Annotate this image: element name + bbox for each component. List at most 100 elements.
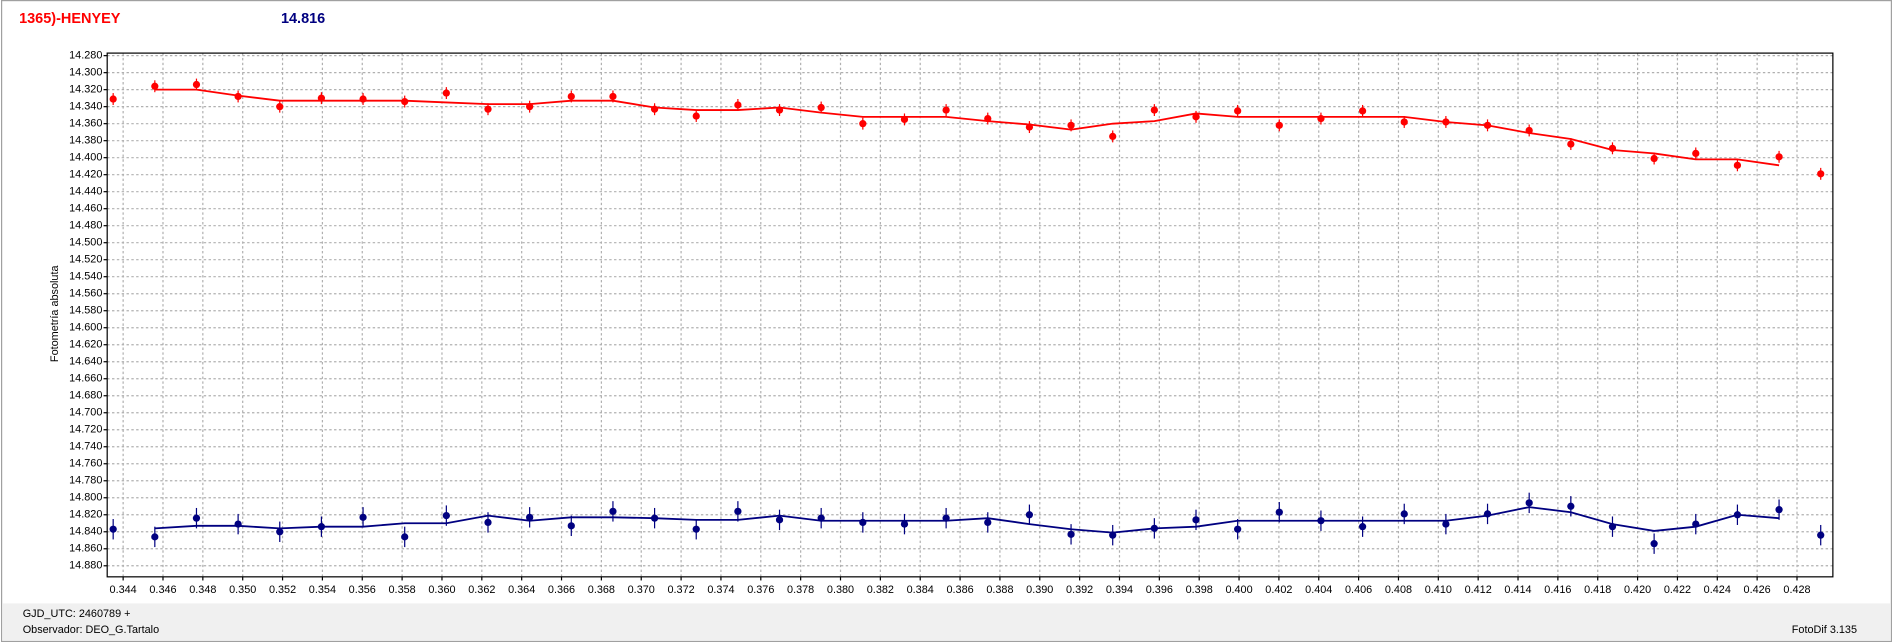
x-tick-label: 0.392 [1066, 584, 1093, 596]
y-tick-label: 14.560 [69, 288, 102, 300]
x-tick-label: 0.344 [110, 584, 137, 596]
data-point [775, 516, 784, 524]
y-tick-label: 14.880 [69, 560, 102, 572]
y-tick-label: 14.620 [69, 339, 102, 351]
data-point [192, 514, 201, 522]
x-tick-label: 0.398 [1186, 584, 1213, 596]
y-tick-label: 14.440 [69, 186, 102, 198]
data-point [276, 103, 284, 111]
data-point [1608, 523, 1617, 531]
data-point [1483, 121, 1492, 129]
data-point [1442, 520, 1450, 528]
data-point [984, 114, 992, 123]
status-bar [2, 603, 1891, 641]
data-point [734, 101, 742, 109]
data-point [109, 95, 117, 103]
x-tick-label: 0.426 [1744, 584, 1771, 596]
data-point [1650, 540, 1658, 548]
data-point [1109, 531, 1117, 539]
data-point [151, 533, 159, 541]
y-tick-label: 14.380 [69, 135, 102, 147]
x-tick-label: 0.356 [349, 584, 376, 596]
data-point [609, 507, 617, 515]
x-tick-label: 0.364 [508, 584, 535, 596]
x-tick-label: 0.376 [747, 584, 774, 596]
data-point [1067, 530, 1075, 538]
chart-subtitle: 14.816 [281, 11, 325, 27]
x-tick-label: 0.390 [1026, 584, 1053, 596]
data-point [1275, 508, 1283, 516]
x-tick-label: 0.400 [1225, 584, 1252, 596]
x-tick-label: 0.374 [707, 584, 734, 596]
data-point [942, 106, 950, 114]
y-tick-label: 14.300 [69, 67, 102, 79]
x-tick-label: 0.394 [1106, 584, 1133, 596]
data-point [234, 520, 242, 528]
x-tick-label: 0.352 [269, 584, 296, 596]
data-point [1733, 511, 1742, 519]
data-point [1817, 170, 1825, 178]
x-tick-label: 0.414 [1504, 584, 1531, 596]
x-tick-label: 0.378 [787, 584, 814, 596]
data-point [1192, 516, 1200, 524]
data-point [1567, 140, 1575, 148]
data-point [276, 528, 284, 536]
data-point [1650, 154, 1658, 163]
x-tick-label: 0.348 [189, 584, 216, 596]
data-point [817, 103, 825, 112]
data-point [1692, 149, 1700, 158]
data-point [1567, 502, 1575, 510]
x-tick-label: 0.366 [548, 584, 575, 596]
y-tick-label: 14.340 [69, 101, 102, 113]
data-point [484, 518, 492, 527]
y-tick-label: 14.580 [69, 305, 102, 317]
y-tick-label: 14.660 [69, 373, 102, 385]
data-point [317, 523, 326, 531]
data-point [151, 82, 159, 90]
data-point [650, 105, 659, 113]
x-tick-label: 0.404 [1305, 584, 1332, 596]
data-point [1483, 510, 1492, 518]
data-point [1025, 123, 1034, 131]
x-tick-label: 0.396 [1146, 584, 1173, 596]
x-tick-label: 0.346 [149, 584, 176, 596]
y-tick-label: 14.520 [69, 254, 102, 266]
x-tick-label: 0.420 [1624, 584, 1651, 596]
y-tick-label: 14.680 [69, 390, 102, 402]
data-point [1234, 525, 1242, 533]
data-point [1608, 144, 1617, 152]
data-point [1358, 107, 1367, 115]
data-point [567, 522, 575, 530]
y-tick-label: 14.280 [69, 50, 102, 62]
x-tick-label: 0.428 [1783, 584, 1810, 596]
x-tick-label: 0.412 [1465, 584, 1492, 596]
y-tick-label: 14.820 [69, 509, 102, 521]
data-point [692, 112, 700, 120]
data-point [401, 533, 409, 541]
plot-border [106, 52, 1834, 578]
data-point [817, 514, 825, 522]
x-tick-label: 0.358 [389, 584, 416, 596]
x-tick-label: 0.402 [1265, 584, 1292, 596]
x-tick-label: 0.416 [1544, 584, 1571, 596]
data-point [401, 97, 409, 106]
data-point [1150, 106, 1158, 114]
data-point [442, 89, 450, 97]
fit-line [154, 88, 1780, 167]
data-point [609, 92, 617, 101]
x-tick-label: 0.354 [309, 584, 336, 596]
y-tick-label: 14.480 [69, 220, 102, 232]
y-tick-label: 14.760 [69, 458, 102, 470]
data-point [1025, 511, 1034, 519]
x-tick-label: 0.350 [229, 584, 256, 596]
y-tick-label: 14.360 [69, 118, 102, 130]
plot-area [107, 53, 1833, 577]
y-tick-label: 14.860 [69, 543, 102, 555]
x-tick-label: 0.368 [588, 584, 615, 596]
data-point [442, 511, 450, 520]
y-tick-label: 14.500 [69, 237, 102, 249]
data-point [859, 518, 867, 527]
data-point [1317, 517, 1325, 525]
software-label: FotoDif 3.135 [1792, 624, 1857, 636]
